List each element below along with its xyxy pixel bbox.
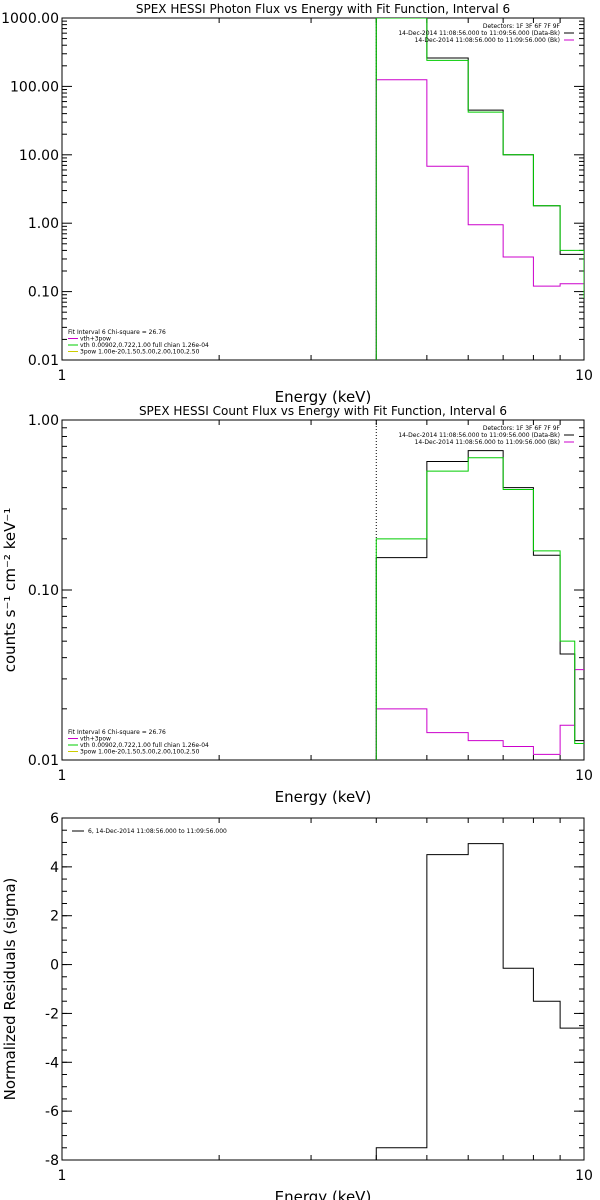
y-axis-label: Normalized Residuals (sigma)	[1, 878, 19, 1101]
y-tick-label: 1.00	[28, 216, 59, 232]
y-tick-label: 2	[50, 909, 59, 925]
x-axis-label: Energy (keV)	[275, 788, 372, 806]
y-tick-label: -4	[45, 1055, 59, 1071]
legend-entry: Detectors: 1F 3F 6F 7F 9F	[483, 425, 561, 432]
plot-frame	[61, 419, 585, 761]
y-tick-label: 100.00	[10, 79, 59, 95]
y-axis-label: counts s⁻¹ cm⁻² keV⁻¹	[1, 508, 19, 673]
series-line-1	[375, 843, 584, 1160]
legend-entry: 6, 14-Dec-2014 11:08:56.000 to 11:09:56.…	[88, 828, 227, 835]
chart-title: SPEX HESSI Count Flux vs Energy with Fit…	[139, 404, 507, 418]
y-tick-label: -8	[45, 1153, 59, 1169]
series-line-2	[375, 79, 584, 360]
series-line-1	[375, 18, 584, 360]
x-tick-label: 1	[58, 368, 67, 384]
chart-panel-2: SPEX HESSI Count Flux vs Energy with Fit…	[1, 404, 593, 806]
y-tick-label: -2	[45, 1006, 59, 1022]
legend-entry: 3pow 1.00e-20,1.50,5.00,2.00,100,2.50	[80, 349, 200, 356]
y-tick-label: 0.01	[28, 353, 59, 369]
legend-entry: 14-Dec-2014 11:08:56.000 to 11:09:56.000…	[415, 37, 560, 44]
data-layer	[375, 843, 584, 1160]
series-line-3	[375, 18, 584, 360]
x-tick-label: 10	[575, 1168, 593, 1184]
legend-entry: Detectors: 1F 3F 6F 7F 9F	[483, 23, 561, 30]
legend-entry: vth+3pow	[80, 336, 111, 343]
y-tick-label: 0	[50, 958, 59, 974]
x-axis-label: Energy (keV)	[275, 388, 372, 406]
plot-frame	[61, 817, 585, 1161]
series-line-2	[375, 669, 584, 760]
x-tick-label: 1	[58, 768, 67, 784]
plot-frame	[61, 17, 585, 361]
series-line-1	[375, 450, 584, 760]
data-layer	[375, 18, 584, 360]
x-tick-label: 10	[575, 368, 593, 384]
y-tick-label: 1000.00	[1, 11, 59, 27]
chart-panel-1: SPEX HESSI Photon Flux vs Energy with Fi…	[1, 2, 593, 406]
x-tick-label: 1	[58, 1168, 67, 1184]
series-line-3	[375, 457, 584, 760]
legend-entry: 3pow 1.00e-20,1.50,5.00,2.00,100,2.50	[80, 749, 200, 756]
legend-entry: 14-Dec-2014 11:08:56.000 to 11:09:56.000…	[398, 432, 560, 439]
y-tick-label: 1.00	[28, 413, 59, 429]
x-tick-label: 10	[575, 768, 593, 784]
x-axis-label: Energy (keV)	[275, 1188, 372, 1200]
legend-entry: vth+3pow	[80, 736, 111, 743]
y-tick-label: 0.10	[28, 285, 59, 301]
legend-entry: vth 0.00902,0.722,1.00 full chian 1.26e-…	[80, 742, 209, 749]
chart-title: SPEX HESSI Photon Flux vs Energy with Fi…	[136, 2, 510, 16]
legend-entry: Fit Interval 6 Chi-square = 26.76	[68, 329, 166, 336]
y-tick-label: 0.10	[28, 583, 59, 599]
legend-entry: 14-Dec-2014 11:08:56.000 to 11:09:56.000…	[398, 30, 560, 37]
chart-panel-3: 1 10 Energy (keV) -8 -6 -4 -2 0 2 4 6 Normalized Re…	[1, 811, 593, 1200]
y-tick-label: 10.00	[19, 148, 59, 164]
y-tick-label: 6	[50, 811, 59, 827]
legend-entry: vth 0.00902,0.722,1.00 full chian 1.26e-…	[80, 342, 209, 349]
y-tick-label: -6	[45, 1104, 59, 1120]
legend-entry: 14-Dec-2014 11:08:56.000 to 11:09:56.000…	[415, 439, 560, 446]
data-layer	[375, 450, 584, 760]
y-tick-label: 0.01	[28, 753, 59, 769]
legend-entry: Fit Interval 6 Chi-square = 26.76	[68, 729, 166, 736]
y-tick-label: 4	[50, 860, 59, 876]
